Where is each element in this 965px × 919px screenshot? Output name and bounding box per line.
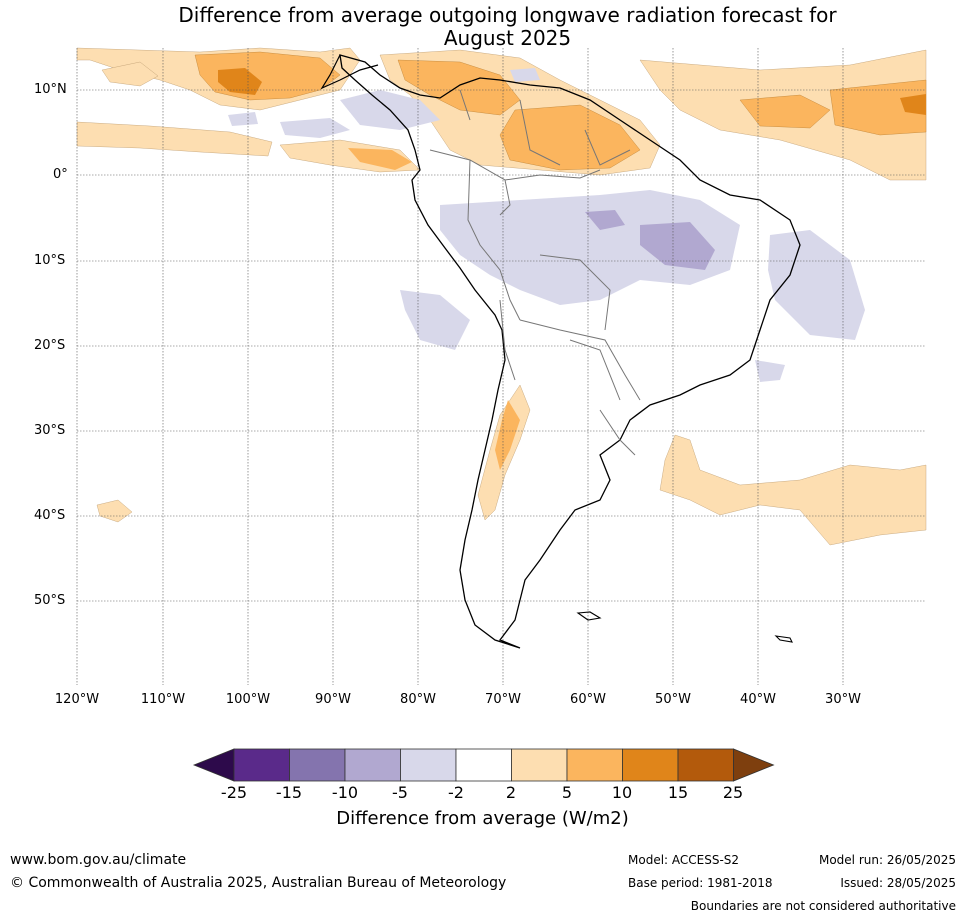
anomaly-region [397,59,521,116]
lat-label: 30°S [34,423,66,438]
colorbar [192,748,775,782]
colorbar-tick: 10 [611,783,633,802]
lon-label: 120°W [54,692,100,707]
anomaly-region [218,68,262,95]
lon-label: 80°W [400,692,436,707]
anomaly-region [96,499,133,523]
colorbar-segment [289,748,346,782]
colorbar-tick: 25 [722,783,744,802]
graticule [76,48,926,685]
anomaly-region [829,79,927,136]
falkland-islands [576,611,602,621]
anomaly-region [348,148,412,170]
colorbar-segment [511,748,568,782]
lon-label: 60°W [570,692,606,707]
lat-label: 40°S [34,508,66,523]
footer-model-run: Model run: 26/05/2025 [818,853,956,867]
anomaly-region [659,434,927,546]
page-title: Difference from average outgoing longwav… [178,3,837,50]
colorbar-segment [233,748,290,782]
anomaly-region [280,118,350,138]
lon-label: 40°W [740,692,776,707]
footer-model: Model: ACCESS-S2 [628,853,740,867]
map-canvas [76,47,927,685]
anomaly-region [755,360,785,382]
lon-label: 100°W [225,692,271,707]
central-america-coast [320,54,379,90]
colorbar-segment [400,748,457,782]
lat-label: 10°S [34,253,66,268]
anomaly-region [495,400,520,470]
colorbar-extend-max [733,748,775,782]
colorbar-label: Difference from average (W/m2) [336,808,629,829]
anomaly-region [739,94,831,129]
anomaly-region [76,121,273,157]
colorbar-segment [622,748,679,782]
colorbar-tick: 2 [505,783,517,802]
colorbar-tick: -10 [331,783,359,802]
lon-label: 30°W [825,692,861,707]
lat-label: 20°S [34,338,66,353]
lon-label: 90°W [315,692,351,707]
anomaly-region [510,68,540,82]
colorbar-tick: 5 [561,783,573,802]
anomaly-region [499,104,641,171]
anomaly-region [400,290,470,350]
colorbar-extend-min [192,748,235,782]
lon-label: 110°W [140,692,186,707]
south-america-coastline [339,54,801,649]
footer-base-period: Base period: 1981-2018 [628,876,773,890]
lon-label: 50°W [655,692,691,707]
footer-disclaimer: Boundaries are not considered authoritat… [690,899,956,913]
footer-issued: Issued: 28/05/2025 [840,876,956,890]
anomaly-region [101,61,159,87]
country-borders [429,89,641,456]
colorbar-tick: -15 [275,783,303,802]
lat-label: 10°N [34,82,67,97]
colorbar-segment [455,748,512,782]
south-georgia [774,635,793,643]
colorbar-tick: -25 [220,783,248,802]
anomaly-region [900,94,926,115]
anomaly-region [440,190,740,305]
colorbar-segment [344,748,401,782]
colorbar-segment [566,748,623,782]
colorbar-tick: -5 [392,783,408,802]
colorbar-tick: 15 [667,783,689,802]
lat-label: 0° [53,167,68,182]
anomaly-region [228,112,258,126]
footer-copyright: © Commonwealth of Australia 2025, Austra… [10,875,507,891]
colorbar-segment [677,748,734,782]
colorbar-tick: -2 [448,783,464,802]
lon-label: 70°W [485,692,521,707]
anomaly-region [585,210,625,230]
anomaly-region [640,222,715,270]
anomaly-region [768,230,865,340]
footer-url: www.bom.gov.au/climate [10,852,187,868]
lat-label: 50°S [34,593,66,608]
positive-anomaly-regions [76,47,927,546]
